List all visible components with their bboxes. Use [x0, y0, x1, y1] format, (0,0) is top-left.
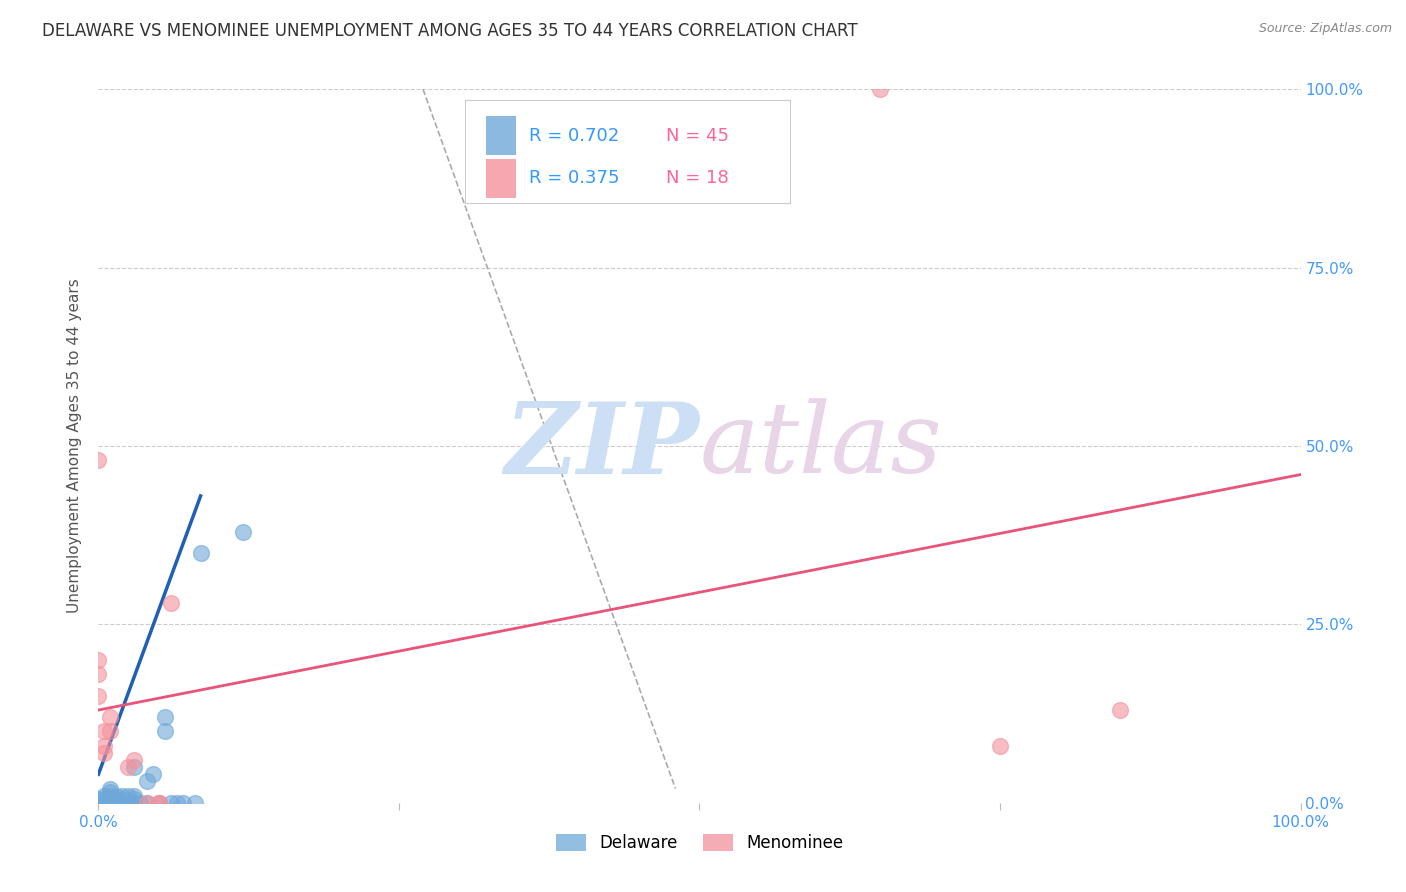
Point — [87, 796, 110, 810]
Point — [153, 710, 176, 724]
Point — [87, 667, 110, 681]
Point — [183, 796, 205, 810]
Point — [869, 82, 891, 96]
Text: atlas: atlas — [700, 399, 942, 493]
Point — [124, 789, 146, 803]
Point — [105, 792, 128, 806]
Point — [124, 753, 146, 767]
Point — [111, 796, 134, 810]
Point — [100, 710, 122, 724]
Point — [100, 724, 122, 739]
Point — [159, 596, 181, 610]
Point — [124, 760, 146, 774]
Point — [153, 724, 176, 739]
Legend: Delaware, Menominee: Delaware, Menominee — [550, 827, 849, 859]
Point — [100, 796, 122, 810]
Point — [124, 792, 146, 806]
Point — [105, 789, 128, 803]
Point — [141, 767, 163, 781]
Text: N = 18: N = 18 — [666, 169, 728, 187]
Bar — [485, 116, 516, 155]
Point — [87, 796, 110, 810]
Point — [93, 789, 115, 803]
Point — [100, 792, 122, 806]
Point — [87, 792, 110, 806]
Point — [232, 524, 254, 539]
Point — [100, 785, 122, 799]
Point — [148, 796, 170, 810]
Point — [988, 739, 1011, 753]
Point — [100, 796, 122, 810]
Point — [100, 792, 122, 806]
Point — [148, 796, 170, 810]
Point — [100, 796, 122, 810]
Point — [124, 796, 146, 810]
Point — [87, 453, 110, 467]
Point — [111, 789, 134, 803]
Point — [87, 796, 110, 810]
Text: N = 45: N = 45 — [666, 127, 728, 145]
Point — [87, 689, 110, 703]
Point — [93, 796, 115, 810]
Point — [172, 796, 194, 810]
Point — [190, 546, 212, 560]
Point — [117, 789, 139, 803]
Point — [93, 724, 115, 739]
Point — [100, 796, 122, 810]
Point — [93, 792, 115, 806]
Point — [135, 796, 157, 810]
Point — [117, 796, 139, 810]
Text: ZIP: ZIP — [505, 398, 700, 494]
Point — [166, 796, 188, 810]
Point — [100, 796, 122, 810]
Point — [87, 653, 110, 667]
Point — [100, 781, 122, 796]
Point — [135, 796, 157, 810]
Text: R = 0.702: R = 0.702 — [529, 127, 619, 145]
Point — [117, 760, 139, 774]
Point — [87, 796, 110, 810]
Text: DELAWARE VS MENOMINEE UNEMPLOYMENT AMONG AGES 35 TO 44 YEARS CORRELATION CHART: DELAWARE VS MENOMINEE UNEMPLOYMENT AMONG… — [42, 22, 858, 40]
Point — [135, 774, 157, 789]
Point — [148, 796, 170, 810]
Point — [100, 789, 122, 803]
Bar — [485, 159, 516, 198]
Text: Source: ZipAtlas.com: Source: ZipAtlas.com — [1258, 22, 1392, 36]
Point — [1109, 703, 1132, 717]
Point — [111, 796, 134, 810]
Point — [93, 739, 115, 753]
FancyBboxPatch shape — [465, 100, 790, 203]
Point — [159, 796, 181, 810]
Point — [111, 792, 134, 806]
Text: R = 0.375: R = 0.375 — [529, 169, 619, 187]
Point — [87, 796, 110, 810]
Point — [93, 746, 115, 760]
Y-axis label: Unemployment Among Ages 35 to 44 years: Unemployment Among Ages 35 to 44 years — [67, 278, 83, 614]
Point — [129, 796, 152, 810]
Point — [93, 796, 115, 810]
